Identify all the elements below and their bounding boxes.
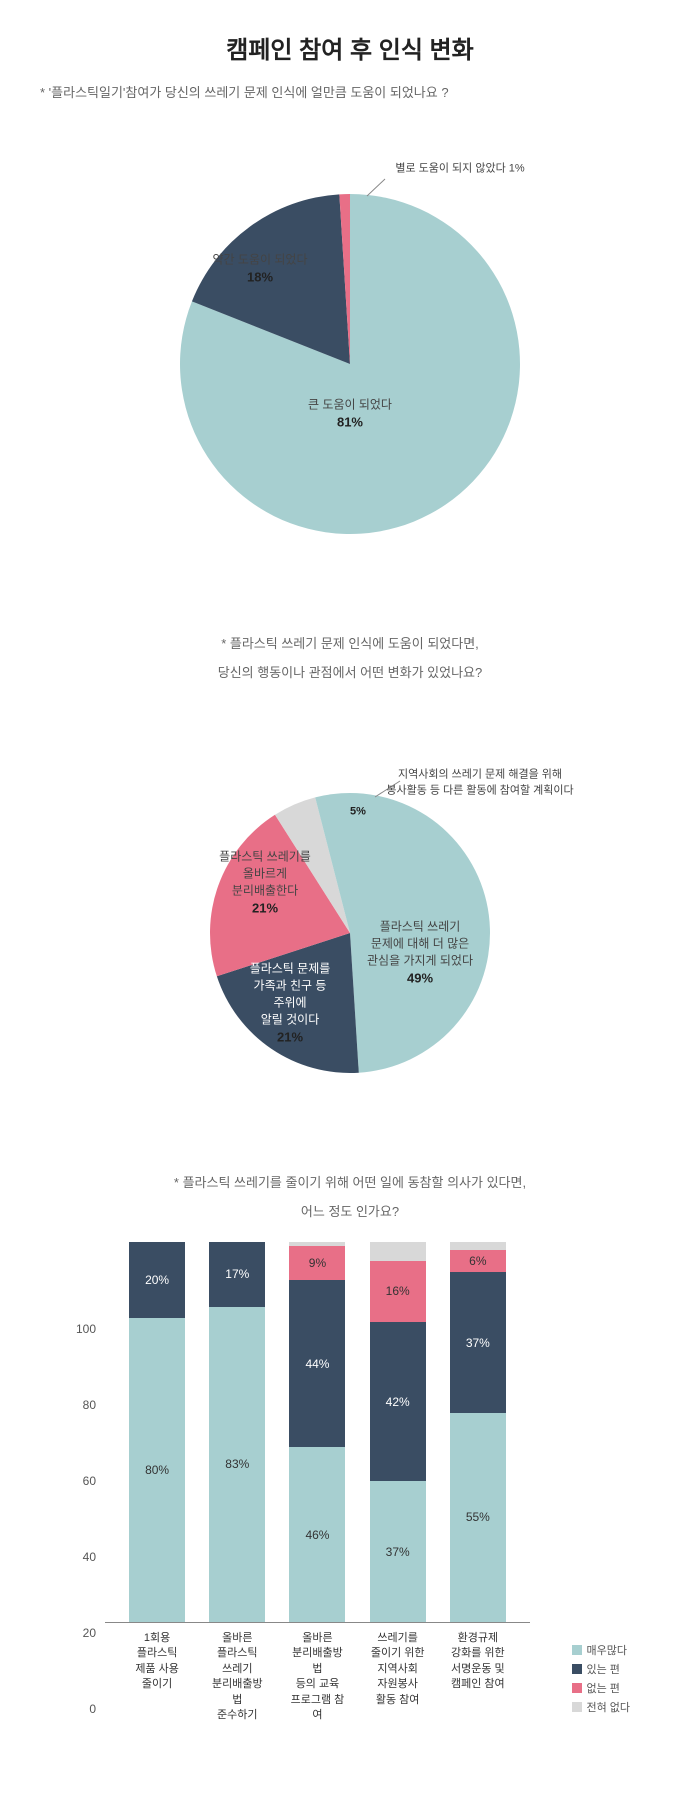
pie1-chart: 큰 도움이 되었다81% 약간 도움이 되었다18% 별로 도움이 되지 않았다 1…: [40, 124, 660, 584]
bar-question-l1: * 플라스틱 쓰레기를 줄이기 위해 어떤 일에 동참할 의사가 있다면,: [40, 1173, 660, 1194]
x-label: 올바른플라스틱쓰레기분리배출방법준수하기: [209, 1631, 265, 1723]
bar-question-l2: 어느 정도 인가요?: [40, 1202, 660, 1223]
bar-segment: 83%: [209, 1307, 265, 1622]
legend-item: 있는 편: [572, 1661, 630, 1677]
legend-item: 전혀 없다: [572, 1699, 630, 1715]
bar-segment: [289, 1242, 345, 1246]
pie-slice-label: 플라스틱 문제를가족과 친구 등주위에알릴 것이다21%: [250, 961, 331, 1046]
bar-segment: 9%: [289, 1246, 345, 1280]
pie-slice-label: 플라스틱 쓰레기를올바르게분리배출한다21%: [219, 849, 311, 918]
y-axis: 0 20 40 60 80 100: [70, 1243, 100, 1723]
x-labels: 1회용플라스틱제품 사용줄이기 올바른플라스틱쓰레기분리배출방법준수하기 올바른분리…: [105, 1623, 530, 1723]
pie1-question: * '플라스틱일기'참여가 당신의 쓰레기 문제 인식에 얼만큼 도움이 되었나…: [40, 83, 660, 104]
x-label: 1회용플라스틱제품 사용줄이기: [129, 1631, 185, 1723]
pie-slice-label: 큰 도움이 되었다81%: [308, 396, 392, 431]
bar-segment: 37%: [370, 1481, 426, 1622]
bar-segment: 16%: [370, 1261, 426, 1322]
bar-legend: 매우많다있는 편없는 편전혀 없다: [572, 1639, 630, 1715]
y-tick: 40: [83, 1550, 96, 1564]
pie-slice-label: 별로 도움이 되지 않았다 1%: [395, 161, 524, 176]
legend-item: 없는 편: [572, 1680, 630, 1696]
bar: 46%44%9%: [289, 1242, 345, 1622]
pie-slice-label: 플라스틱 쓰레기문제에 대해 더 많은관심을 가지게 되었다49%: [367, 919, 473, 988]
bar: 55%37%6%: [450, 1242, 506, 1622]
bar-segment: 46%: [289, 1447, 345, 1622]
y-tick: 20: [83, 1626, 96, 1640]
page-title: 캠페인 참여 후 인식 변화: [40, 30, 660, 65]
legend-item: 매우많다: [572, 1642, 630, 1658]
bar: 80%20%: [129, 1242, 185, 1622]
bar-segment: 20%: [129, 1242, 185, 1318]
pie-slice-pct: 5%: [350, 803, 366, 820]
bar-segment: 37%: [450, 1272, 506, 1413]
pie-slice-label: 지역사회의 쓰레기 문제 해결을 위해봉사활동 등 다른 활동에 참여할 계획이…: [386, 768, 573, 799]
y-tick: 80: [83, 1398, 96, 1412]
bar-chart: 020406080100 80%20%83%17%46%44%9%37%42%1…: [70, 1243, 630, 1723]
x-label: 환경규제강화를 위한서명운동 및캠페인 참여: [450, 1631, 506, 1723]
bar-segment: 44%: [289, 1280, 345, 1447]
y-tick: 100: [76, 1322, 96, 1336]
y-tick: 60: [83, 1474, 96, 1488]
bar-segment: 17%: [209, 1242, 265, 1307]
pie2-chart: 플라스틱 쓰레기문제에 대해 더 많은관심을 가지게 되었다49% 플라스틱 문제…: [40, 703, 660, 1123]
bar-segment: [450, 1242, 506, 1250]
bar: 37%42%16%: [370, 1242, 426, 1622]
bar-segment: 80%: [129, 1318, 185, 1622]
pie2-question-l2: 당신의 행동이나 관점에서 어떤 변화가 있었나요?: [40, 663, 660, 684]
y-tick: 0: [89, 1702, 96, 1716]
x-label: 쓰레기를줄이기 위한지역사회자원봉사활동 참여: [370, 1631, 426, 1723]
bar-segment: 42%: [370, 1322, 426, 1482]
pie-slice-label: 약간 도움이 되었다18%: [213, 251, 308, 286]
bar-segment: 55%: [450, 1413, 506, 1622]
x-label: 올바른분리배출방법등의 교육프로그램 참여: [289, 1631, 345, 1723]
bar-segment: [370, 1242, 426, 1261]
bar-plot: 80%20%83%17%46%44%9%37%42%16%55%37%6%: [105, 1243, 530, 1623]
bar-segment: 6%: [450, 1250, 506, 1273]
pie2-question-l1: * 플라스틱 쓰레기 문제 인식에 도움이 되었다면,: [40, 634, 660, 655]
bar: 83%17%: [209, 1242, 265, 1622]
